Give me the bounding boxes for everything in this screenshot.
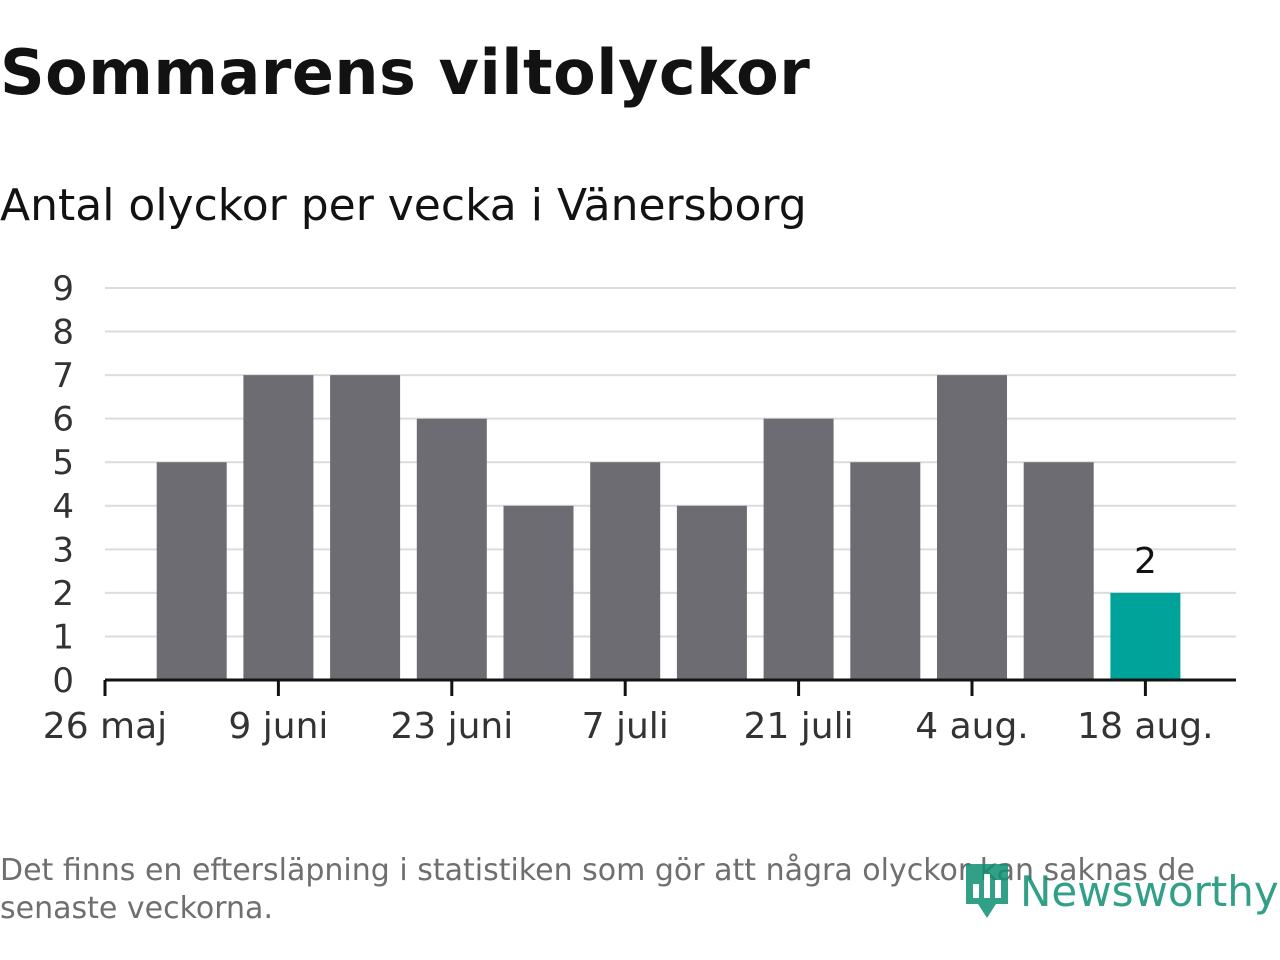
y-tick-label: 1 [52, 617, 74, 657]
y-tick-label: 7 [52, 356, 74, 396]
newsworthy-logo: Newsworthy [962, 860, 1279, 922]
x-tick-label: 9 juni [228, 706, 328, 747]
bar [156, 462, 227, 680]
bar-highlighted [1110, 592, 1181, 680]
y-tick-label: 6 [52, 400, 74, 440]
newsworthy-logo-text: Newsworthy [1020, 866, 1279, 916]
bar [763, 418, 834, 680]
y-tick-label: 5 [52, 443, 74, 483]
x-tick-label: 23 juni [390, 706, 513, 747]
data-labels: 2 [1134, 541, 1157, 582]
y-tick-label: 4 [52, 487, 74, 527]
bar [937, 375, 1007, 680]
bar [416, 418, 487, 680]
x-tick-label: 4 aug. [915, 706, 1029, 747]
x-tick-label: 7 juli [582, 706, 669, 747]
bar [1023, 462, 1094, 680]
bar [850, 462, 921, 680]
y-tick-label: 8 [52, 313, 74, 353]
x-tick-label: 26 maj [43, 706, 167, 747]
x-tick-label: 18 aug. [1077, 706, 1213, 747]
x-axis-tick-labels: 26 maj 9 juni 23 juni 7 juli 21 juli 4 aug. 18… [43, 706, 1214, 747]
x-axis [103, 678, 1236, 696]
bars [156, 375, 1181, 680]
bar [243, 375, 314, 680]
y-tick-label: 2 [52, 574, 74, 614]
y-tick-label: 3 [52, 530, 74, 570]
bar [676, 505, 747, 680]
x-tick-label: 21 juli [744, 706, 854, 747]
bar-value-label: 2 [1134, 541, 1157, 582]
bar [330, 375, 401, 680]
chart-title: Sommarens viltolyckor [0, 36, 811, 109]
newsworthy-logo-icon [966, 864, 1008, 918]
bar [503, 505, 574, 680]
chart-subtitle: Antal olyckor per vecka i Vänersborg [0, 180, 807, 231]
y-tick-label: 9 [52, 269, 74, 309]
bar [590, 462, 661, 680]
y-tick-label: 0 [52, 661, 74, 701]
